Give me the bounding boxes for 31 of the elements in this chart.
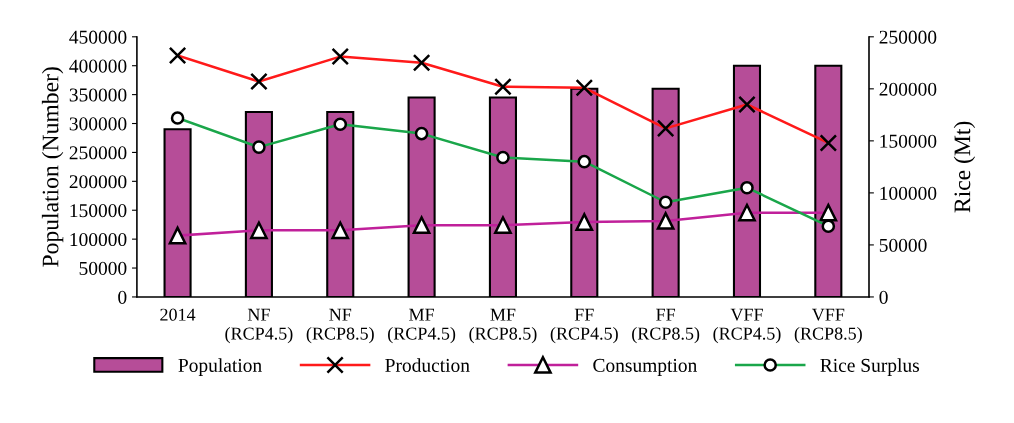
y2-tick-label: 0 (879, 290, 888, 304)
x-tick-label: VFF (RCP4.5) (713, 308, 781, 344)
legend-label: Population (178, 358, 262, 376)
y-tick-label: 400000 (69, 59, 127, 73)
x-tick-label: MF (RCP8.5) (469, 308, 537, 344)
y2-tick-label: 100000 (880, 186, 937, 200)
y2-tick-label: 150000 (880, 134, 937, 148)
x-tick-label: NF (RCP4.5) (225, 308, 293, 344)
y-tick-label: 0 (118, 290, 127, 304)
y-tick-label: 200000 (69, 175, 127, 189)
y-axis-title: Population (Number) (41, 67, 64, 267)
x-tick-label: 2014 (160, 308, 196, 321)
y-tick-label: 250000 (69, 146, 127, 160)
legend-label: Rice Surplus (820, 358, 920, 376)
x-tick-label: FF (RCP8.5) (632, 308, 700, 344)
y2-axis-title: Rice (Mt) (953, 121, 976, 213)
y-tick-label: 300000 (69, 117, 127, 131)
y-tick-label: 450000 (69, 30, 127, 44)
y2-tick-label: 50000 (879, 238, 927, 252)
x-tick-label: MF (RCP4.5) (388, 308, 456, 344)
y-tick-label: 350000 (69, 88, 127, 102)
y-tick-label: 100000 (70, 232, 127, 247)
y-tick-label: 150000 (70, 204, 127, 218)
x-tick-label: VFF (RCP8.5) (794, 308, 862, 344)
legend-label: Production (385, 358, 470, 372)
legend-label: Consumption (593, 358, 697, 376)
x-tick-label: FF (RCP4.5) (550, 308, 618, 344)
y2-tick-label: 250000 (879, 30, 937, 44)
y-tick-label: 50000 (79, 261, 127, 275)
y2-tick-label: 200000 (879, 82, 937, 96)
x-tick-label: NF (RCP8.5) (306, 308, 374, 344)
